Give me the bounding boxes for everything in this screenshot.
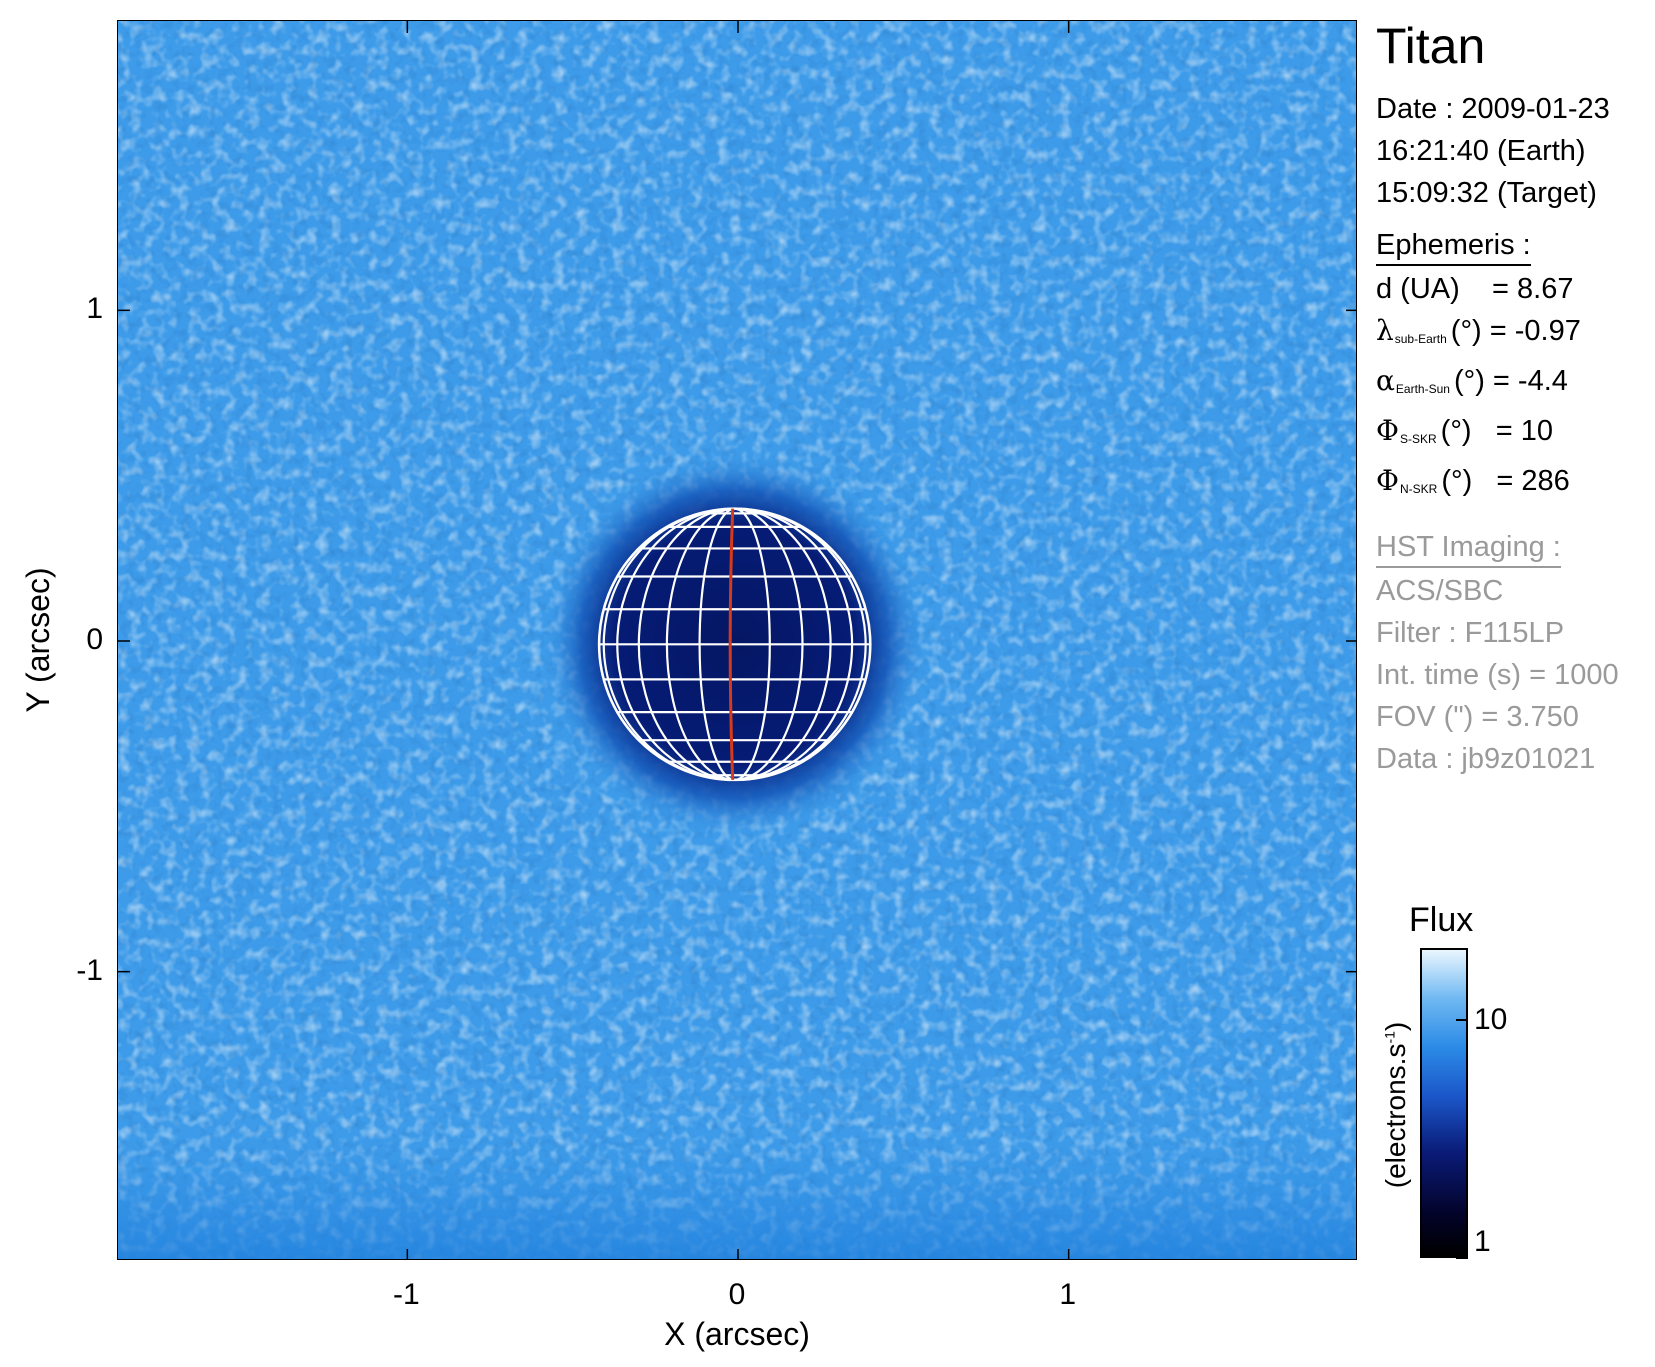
distance-line: d (UA) = 8.67 (1376, 268, 1655, 310)
phi-n-subscript: N-SKR (1399, 482, 1438, 496)
phase-angle: αEarth-Sun (°) = -4.4 (1376, 360, 1655, 410)
y-axis-title: Y (arcsec) (20, 567, 56, 713)
instrument: ACS/SBC (1376, 575, 1504, 607)
phi-n-value: (°) = 286 (1441, 465, 1570, 497)
date-line: Date : 2009-01-23 (1376, 93, 1610, 125)
x-tick-label: -1 (392, 1278, 420, 1311)
lambda-subscript: sub-Earth (1394, 332, 1447, 346)
earth-time: 16:21:40 (Earth) (1376, 135, 1586, 167)
distance-value: = 8.67 (1492, 273, 1574, 305)
colorbar-tick-mark (1456, 1018, 1468, 1021)
target-time: 15:09:32 (Target) (1376, 177, 1597, 209)
colorbar-label-text: (electrons.s (1380, 1043, 1411, 1189)
plot-area (117, 20, 1357, 1260)
colorbar-tick-mark (1456, 1257, 1468, 1259)
alpha-symbol: α (1376, 364, 1395, 397)
lambda-symbol: λ (1376, 314, 1394, 347)
hst-heading: HST Imaging : (1376, 528, 1561, 568)
x-tick-label: 1 (1059, 1278, 1076, 1311)
field-of-view: FOV (") = 3.750 (1376, 701, 1579, 733)
sub-earth-longitude: λsub-Earth (°) = -0.97 (1376, 310, 1655, 360)
planet-grid (118, 21, 1356, 1259)
integration-time: Int. time (s) = 1000 (1376, 659, 1619, 691)
x-axis-title: X (arcsec) (664, 1316, 810, 1352)
colorbar-label-close: ) (1380, 1021, 1411, 1032)
alpha-value: (°) = -4.4 (1453, 365, 1568, 397)
phi-s-skr: ΦS-SKR (°) = 10 (1376, 410, 1655, 460)
phi-s-subscript: S-SKR (1399, 432, 1437, 446)
colorbar-label-exponent: -1 (1381, 1031, 1398, 1044)
colorbar-title: Flux (1409, 901, 1474, 939)
phi-n-symbol: Φ (1376, 464, 1399, 497)
y-tick-label: 1 (86, 292, 103, 326)
x-tick-label: 0 (728, 1278, 746, 1311)
target-name: Titan (1376, 18, 1486, 74)
ephemeris-heading: Ephemeris : (1376, 226, 1531, 266)
phi-s-symbol: Φ (1376, 414, 1399, 447)
image-plot (118, 21, 1356, 1259)
lambda-value: (°) = -0.97 (1450, 315, 1581, 347)
y-tick-label: -1 (76, 953, 103, 987)
info-panel: Titan Date : 2009-01-23 16:21:40 (Earth)… (1376, 18, 1655, 780)
planet-limb (597, 507, 872, 782)
distance-label: d (UA) (1376, 273, 1460, 305)
colorbar-label: (electrons.s-1) (1380, 1022, 1412, 1189)
colorbar (1420, 948, 1468, 1258)
colorbar-tick-label: 10 (1474, 1002, 1508, 1036)
y-tick-label: 0 (86, 623, 103, 656)
phi-s-value: (°) = 10 (1440, 415, 1553, 447)
data-id: Data : jb9z01021 (1376, 743, 1596, 775)
phi-n-skr: ΦN-SKR (°) = 286 (1376, 460, 1655, 510)
colorbar-tick-label: 1 (1474, 1225, 1491, 1258)
alpha-subscript: Earth-Sun (1395, 382, 1450, 396)
filter: Filter : F115LP (1376, 617, 1565, 649)
central-meridian (728, 508, 735, 780)
